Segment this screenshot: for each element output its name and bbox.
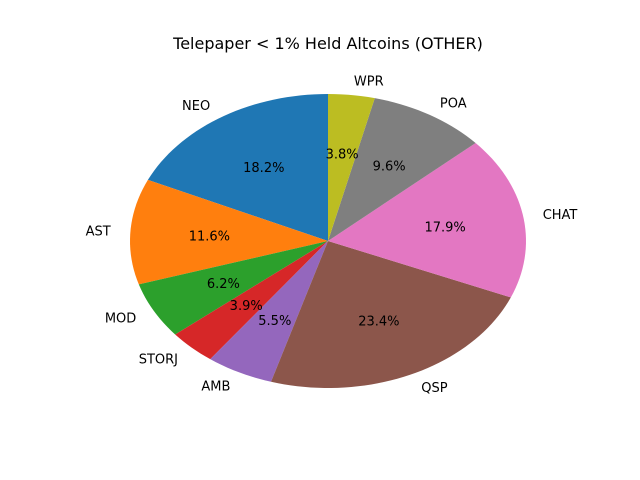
pie-slice-qsp — [271, 241, 511, 388]
slice-label-amb: AMB — [201, 380, 230, 395]
pie-labels: NEO 18.2% AST 11.6% MOD 6.2% STORJ 3.9% AMB 5.5% Q… — [86, 74, 578, 396]
chart-title: Telepaper < 1% Held Altcoins (OTHER) — [172, 34, 483, 53]
slice-percent-wpr: 3.8% — [326, 147, 359, 162]
slice-label-storj: STORJ — [139, 352, 178, 367]
slice-percent-qsp: 23.4% — [358, 315, 399, 330]
slice-label-poa: POA — [440, 96, 467, 111]
pie-slice-chat — [328, 143, 526, 298]
slice-label-chat: CHAT — [543, 208, 578, 223]
pie-slice-ast — [130, 179, 328, 285]
slice-label-mod: MOD — [105, 312, 136, 327]
pie-slice-poa — [328, 98, 476, 241]
slice-percent-amb: 5.5% — [258, 314, 291, 329]
pie-slice-storj — [175, 241, 328, 360]
slice-percent-storj: 3.9% — [230, 299, 263, 314]
pie-slice-wpr — [328, 94, 375, 241]
slice-label-ast: AST — [86, 225, 111, 240]
slice-label-neo: NEO — [182, 99, 210, 114]
pie-slice-mod — [138, 241, 328, 335]
slice-percent-poa: 9.6% — [373, 159, 406, 174]
pie-slices — [130, 94, 526, 388]
slice-percent-mod: 6.2% — [207, 277, 240, 292]
slice-percent-neo: 18.2% — [243, 161, 284, 176]
slice-percent-chat: 17.9% — [424, 220, 465, 235]
slice-label-wpr: WPR — [354, 74, 384, 89]
pie-slice-neo — [147, 94, 328, 241]
slice-percent-ast: 11.6% — [189, 229, 230, 244]
pie-slice-amb — [210, 241, 328, 382]
slice-label-qsp: QSP — [421, 381, 447, 396]
